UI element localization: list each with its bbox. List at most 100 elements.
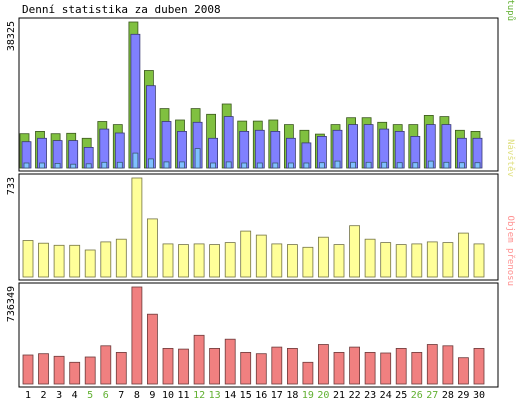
x-tick-label: 12 [193,390,205,401]
x-tick-label: 8 [134,390,140,401]
legend-entry: Přístupů [505,0,516,21]
bar-traffic-Objem přenosu-day-7 [115,351,127,385]
bar-hits-Stránek-day-1 [23,162,30,169]
bar-traffic-Objem přenosu-day-13 [209,347,221,385]
bar-traffic-Objem přenosu-day-29 [457,357,469,385]
bar-visits-Návštěv-day-11 [178,244,189,278]
panel-legend: Objem přenosu [505,216,515,286]
bar-traffic-Objem přenosu-day-9 [146,313,158,385]
x-tick-label: 14 [224,390,236,401]
bar-hits-Soubory-day-15 [239,130,250,169]
legend-entry: Objem přenosu [505,216,515,286]
chart-title: Denní statistika za duben 2008 [22,3,221,16]
bar-visits-Návštěv-day-4 [69,244,81,278]
bar-hits-Stránek-day-4 [70,163,77,169]
panel-max-label: 38325 [6,21,17,51]
x-tick-label: 16 [255,390,267,401]
chart-panels: 38325Stránek/Soubory/Přístupů733Návštěv7… [6,0,516,388]
bar-hits-Stránek-day-29 [458,162,465,169]
bar-hits-Stránek-day-19 [303,162,310,169]
x-tick-label: 20 [317,390,329,401]
bar-traffic-Objem přenosu-day-2 [38,353,49,385]
x-tick-label: 2 [40,390,46,401]
bar-hits-Stránek-day-26 [412,162,419,169]
bar-visits-Návštěv-day-3 [53,244,65,278]
panel-max-label: 736349 [6,286,17,322]
bar-hits-Soubory-day-10 [161,121,172,169]
bar-hits-Stránek-day-11 [179,161,185,169]
bar-traffic-Objem přenosu-day-6 [100,345,112,385]
bar-visits-Návštěv-day-8 [131,177,143,278]
bar-hits-Stránek-day-6 [101,161,108,169]
bar-hits-Stránek-day-3 [54,162,61,169]
x-tick-label: 11 [177,390,189,401]
bar-visits-Návštěv-day-27 [426,241,438,278]
panel-hits: 38325 Stránek/Soubory/Přístupů [6,0,516,172]
bar-hits-Stránek-day-5 [85,163,92,169]
x-tick-label: 7 [118,390,124,401]
x-tick-label: 23 [364,390,376,401]
bar-hits-Soubory-day-17 [270,130,281,169]
x-tick-label: 5 [87,390,93,401]
bar-visits-Návštěv-day-29 [457,232,469,278]
bar-traffic-Objem přenosu-day-21 [333,351,345,385]
x-tick-label: 27 [426,390,438,401]
bar-hits-Stránek-day-22 [350,161,357,169]
bar-hits-Soubory-day-16 [254,129,265,169]
bar-visits-Návštěv-day-18 [286,244,298,278]
bar-traffic-Objem přenosu-day-19 [302,361,314,385]
x-tick-label: 30 [473,390,485,401]
bar-visits-Návštěv-day-12 [193,243,205,278]
bar-hits-Stránek-day-16 [256,162,263,169]
bar-traffic-Objem přenosu-day-3 [53,355,65,385]
bar-hits-Soubory-day-23 [363,124,374,169]
bar-traffic-Objem přenosu-day-18 [286,347,298,385]
bar-traffic-Objem přenosu-day-27 [426,344,438,385]
bar-traffic-Objem přenosu-day-30 [473,347,485,385]
bar-traffic-Objem přenosu-day-4 [69,361,81,385]
x-tick-label: 22 [349,390,361,401]
bar-hits-Stránek-day-15 [241,162,248,169]
x-tick-label: 15 [240,390,252,401]
bar-visits-Návštěv-day-17 [271,243,283,278]
bar-visits-Návštěv-day-23 [364,238,376,278]
bar-traffic-Objem přenosu-day-28 [442,345,454,385]
bar-hits-Stránek-day-17 [272,162,279,169]
x-tick-label: 1 [25,390,31,401]
bar-hits-Stránek-day-30 [474,162,481,169]
bar-visits-Návštěv-day-24 [380,242,392,278]
x-tick-label: 4 [72,390,78,401]
legend-entry: Návštěv [505,139,516,177]
bar-hits-Stránek-day-8 [132,152,139,169]
bar-visits-Návštěv-day-9 [146,218,158,278]
panel-legend: Návštěv [505,139,516,177]
bar-visits-Návštěv-day-15 [240,230,252,278]
bar-visits-Návštěv-day-21 [333,244,345,278]
bar-traffic-Objem přenosu-day-24 [380,352,392,385]
bar-hits-Stránek-day-14 [225,161,232,169]
bar-visits-Návštěv-day-14 [224,242,236,278]
bar-visits-Návštěv-day-25 [395,244,407,278]
bar-visits-Návštěv-day-2 [38,242,49,278]
bar-traffic-Objem přenosu-day-5 [84,356,96,385]
series-Objem přenosu [22,286,485,385]
bar-visits-Návštěv-day-10 [162,243,174,278]
bar-hits-Stránek-day-27 [427,160,434,169]
bar-traffic-Objem přenosu-day-17 [271,346,283,385]
bar-visits-Návštěv-day-20 [317,236,329,278]
bar-visits-Návštěv-day-5 [84,249,96,278]
bar-traffic-Objem přenosu-day-1 [22,354,34,385]
bar-hits-Stránek-day-7 [116,161,123,169]
x-tick-label: 13 [209,390,221,401]
bar-hits-Stránek-day-28 [443,161,450,169]
bar-visits-Návštěv-day-6 [100,241,112,278]
bar-traffic-Objem přenosu-day-12 [193,334,205,385]
bar-visits-Návštěv-day-16 [255,234,267,278]
x-tick-label: 21 [333,390,345,401]
bar-traffic-Objem přenosu-day-15 [240,351,252,385]
bar-hits-Soubory-day-9 [145,85,156,169]
bar-hits-Soubory-day-8 [130,33,141,169]
x-axis-tick-labels: 1 2 3 4 5 6 7 8 9 10 11 12 13 14 15 16 17 18 19 20 21 22 23 24 2… [25,390,485,401]
x-tick-label: 26 [411,390,423,401]
